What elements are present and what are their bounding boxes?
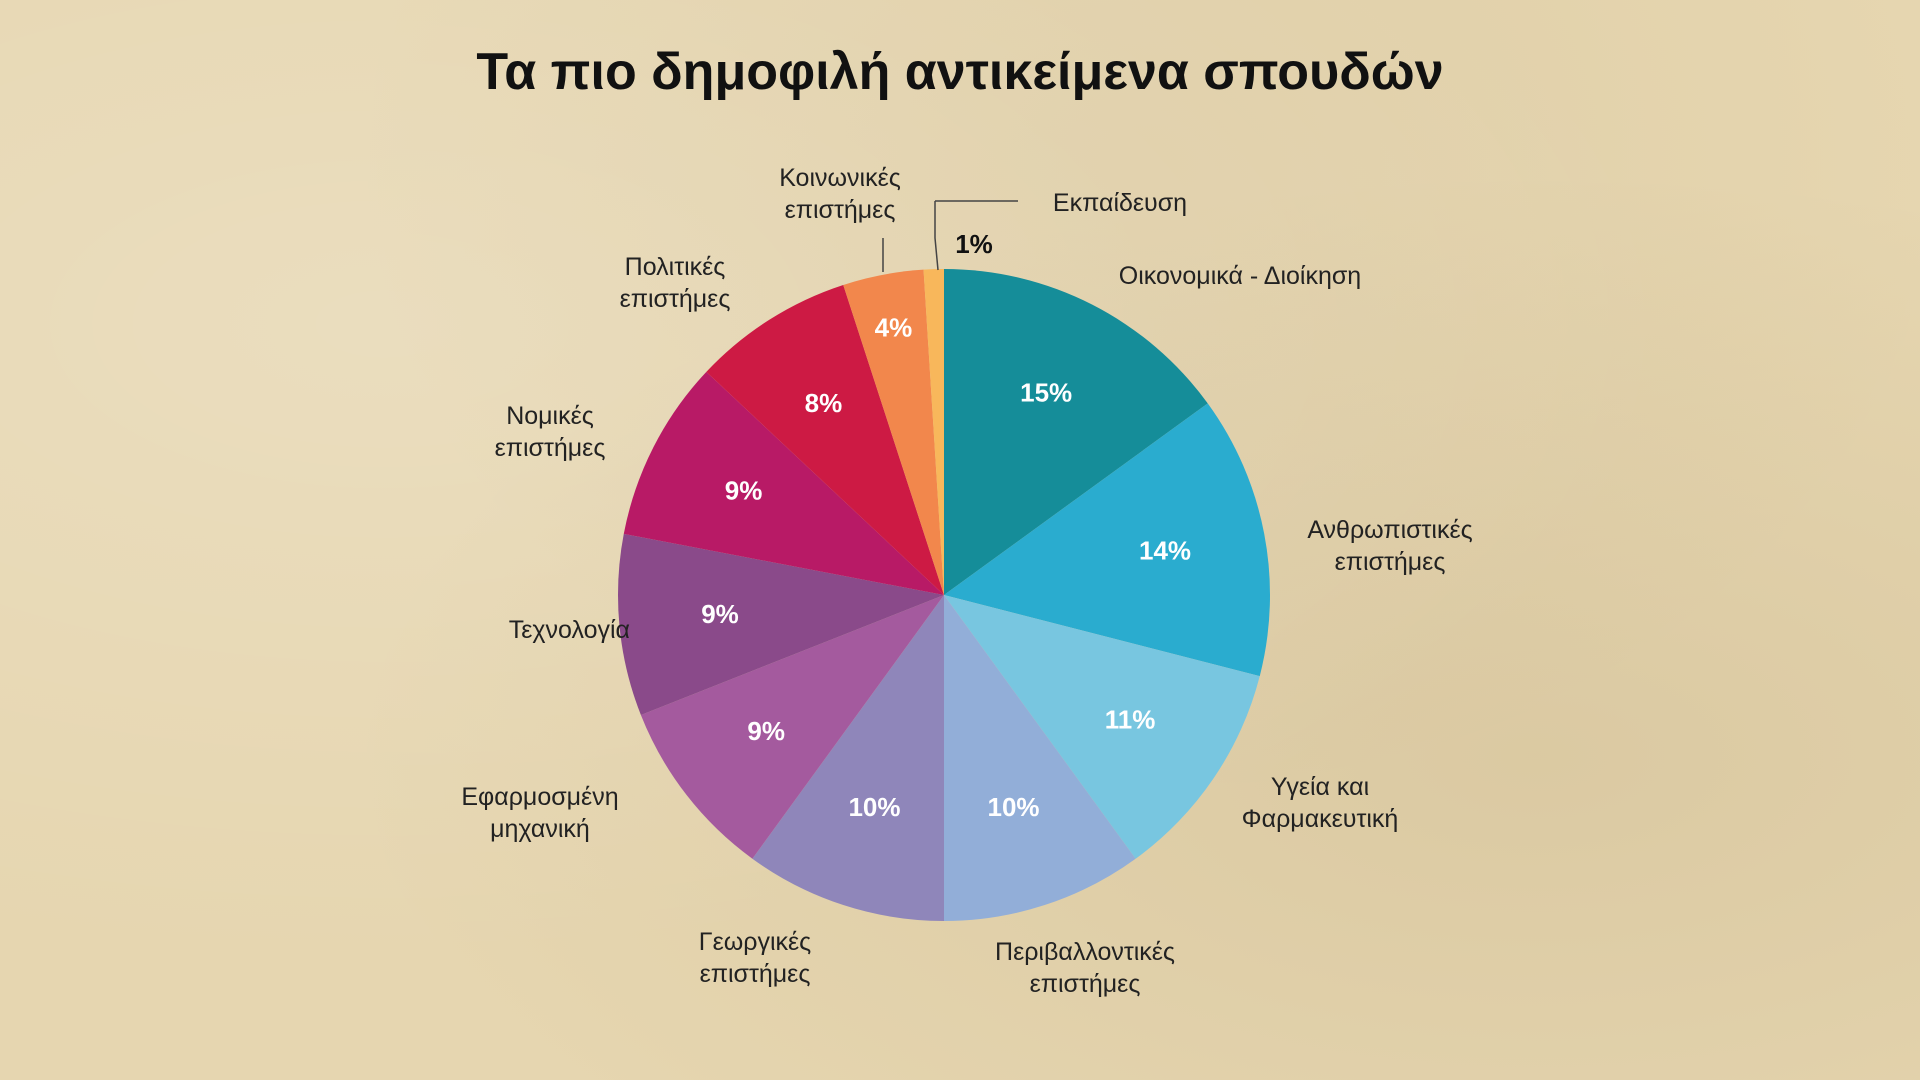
percent-label-7: 9%: [725, 476, 763, 506]
percent-label-4: 10%: [848, 792, 900, 822]
pie-slice-4: [752, 595, 944, 921]
category-label-koinonikes: Κοινωνικές επιστήμες: [779, 164, 901, 224]
pie-slice-6: [618, 533, 944, 716]
percent-label-1: 14%: [1139, 536, 1191, 566]
percent-labels: 15% 14% 11% 10% 10% 9% 9% 9% 8% 4% 1%: [701, 229, 1191, 822]
pie-slice-3: [944, 595, 1136, 921]
pie-slice-1: [944, 403, 1270, 677]
category-label-politikes: Πολιτικές επιστήμες: [619, 253, 731, 313]
percent-label-0: 15%: [1020, 377, 1072, 407]
category-label-anthropistikes: Ανθρωπιστικές επιστήμες: [1307, 516, 1473, 576]
category-label-oikonomika: Οικονομικά - Διοίκηση: [1118, 262, 1362, 290]
category-label-efarmosmeni: Εφαρμοσμένη μηχανική: [461, 783, 619, 843]
category-label-georgikes: Γεωργικές επιστήμες: [698, 928, 812, 988]
pie-slice-2: [944, 595, 1260, 859]
percent-label-6: 9%: [701, 599, 739, 629]
percent-label-8: 8%: [805, 388, 843, 418]
category-label-ekpaideusi: Εκπαίδευση: [1052, 189, 1188, 217]
pie-slice-10: [923, 269, 944, 595]
leader-lines: [882, 200, 1018, 272]
percent-label-2: 11%: [1105, 704, 1156, 734]
category-label-perivallontikes: Περιβαλλοντικές επιστήμες: [995, 938, 1175, 998]
percent-label-9: 4%: [875, 313, 913, 343]
percent-label-10: 1%: [955, 229, 993, 259]
percent-label-3: 10%: [988, 792, 1040, 822]
pie-slice-9: [843, 269, 944, 595]
category-label-nomikes: Νομικές επιστήμες: [494, 402, 606, 462]
pie-slice-8: [706, 284, 944, 595]
category-label-texnologia: Τεχνολογία: [508, 616, 630, 644]
pie-slices: [618, 269, 1270, 921]
chart-title: Τα πιο δημοφιλή αντικείμενα σπουδών: [476, 43, 1444, 101]
leader-line-education: [934, 201, 939, 271]
percent-label-5: 9%: [747, 716, 785, 746]
pie-slice-7: [623, 371, 944, 595]
category-label-ygeia: Υγεία και Φαρμακευτική: [1241, 773, 1399, 833]
pie-slice-5: [640, 595, 944, 859]
pie-slice-0: [944, 269, 1208, 595]
